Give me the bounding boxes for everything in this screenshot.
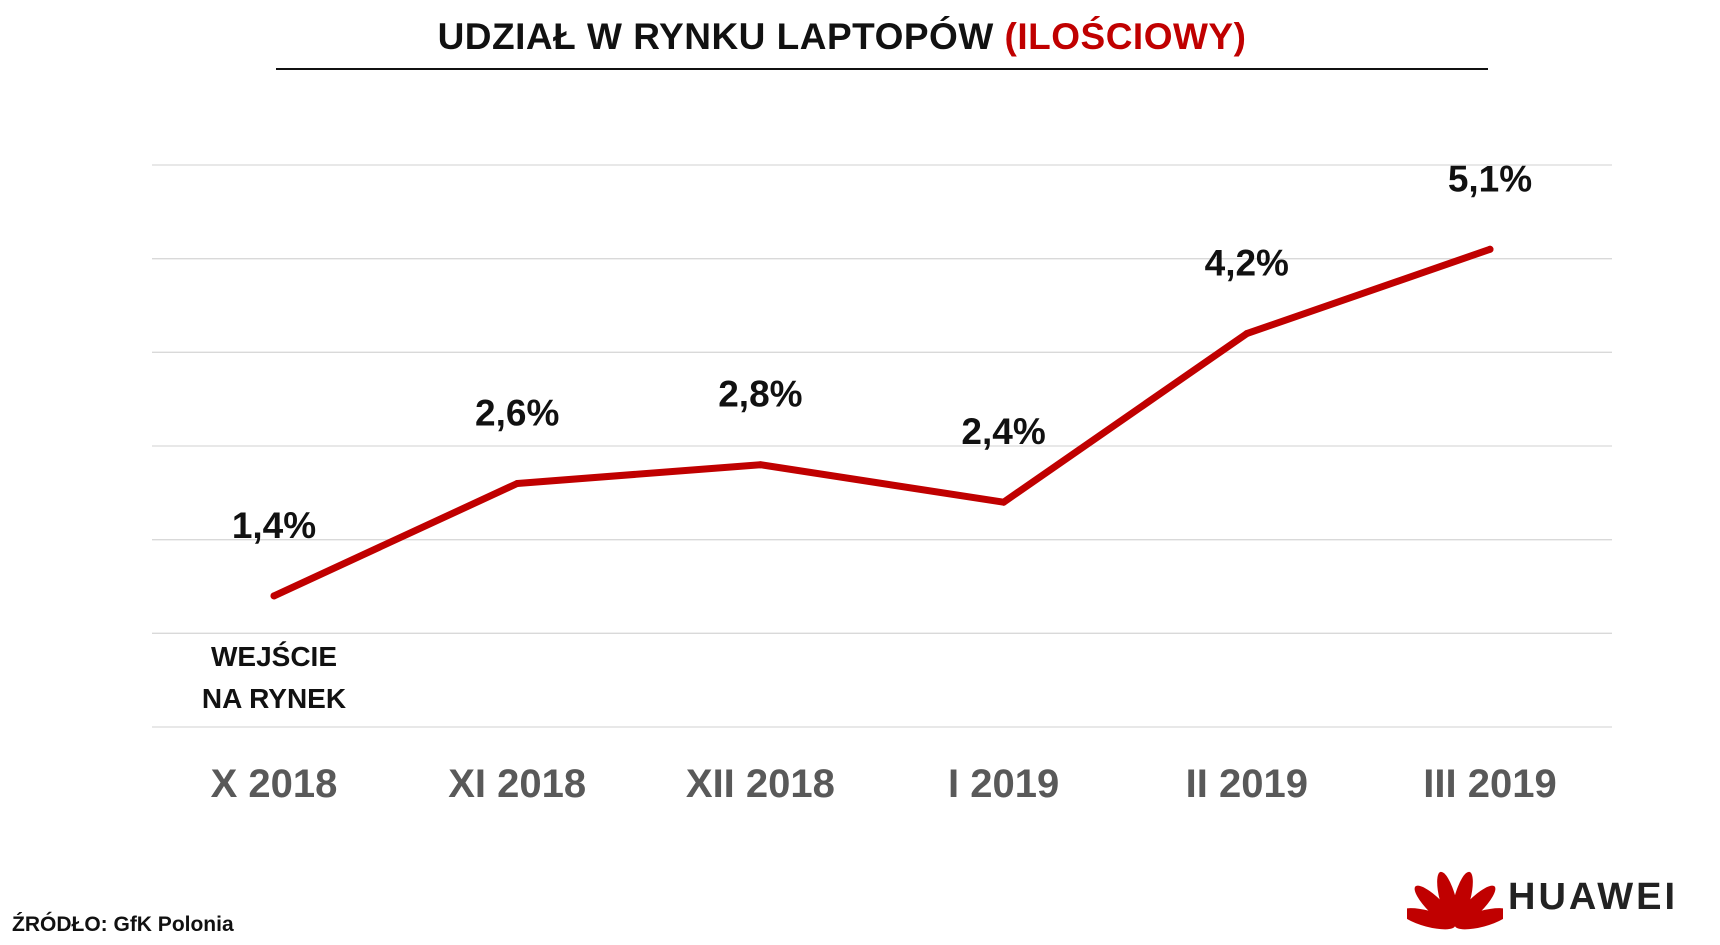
x-tick-label: X 2018	[211, 762, 338, 806]
x-tick-label: XI 2018	[448, 762, 586, 806]
data-point	[513, 479, 521, 487]
x-tick-label: XII 2018	[686, 762, 835, 806]
data-point	[1486, 245, 1494, 253]
x-tick-label: III 2019	[1423, 762, 1556, 806]
annotation-label: WEJŚCIE	[211, 641, 337, 672]
chart-title-accent: (ILOŚCIOWY)	[1004, 16, 1247, 57]
data-label: 4,2%	[1205, 243, 1289, 284]
title-underline	[276, 68, 1488, 70]
huawei-petal-logo-icon	[1407, 871, 1503, 930]
data-point	[1243, 330, 1251, 338]
chart-title: UDZIAŁ W RYNKU LAPTOPÓW (ILOŚCIOWY)	[0, 16, 1684, 58]
chart-title-main: UDZIAŁ W RYNKU LAPTOPÓW	[437, 16, 1005, 57]
logo-petal	[1414, 885, 1456, 927]
logo-petal	[1454, 885, 1496, 927]
data-label: 2,6%	[475, 392, 559, 433]
data-label: 2,8%	[718, 374, 802, 415]
source-note: ŹRÓDŁO: GfK Polonia	[12, 913, 234, 936]
data-point	[270, 592, 278, 600]
data-point	[1000, 498, 1008, 506]
brand-name: HUAWEI	[1508, 876, 1678, 918]
data-label: 2,4%	[961, 411, 1045, 452]
series-line	[270, 245, 1494, 600]
logo-petal	[1454, 908, 1503, 930]
annotation-label: NA RYNEK	[202, 683, 346, 714]
logo-petal	[1451, 871, 1473, 927]
x-tick-label: I 2019	[948, 762, 1059, 806]
x-tick-label: II 2019	[1186, 762, 1308, 806]
data-label: 5,1%	[1448, 158, 1532, 199]
data-label: 1,4%	[232, 505, 316, 546]
data-point	[756, 461, 764, 469]
logo-petal	[1407, 908, 1456, 930]
brand-logo: HUAWEI	[1407, 864, 1707, 934]
